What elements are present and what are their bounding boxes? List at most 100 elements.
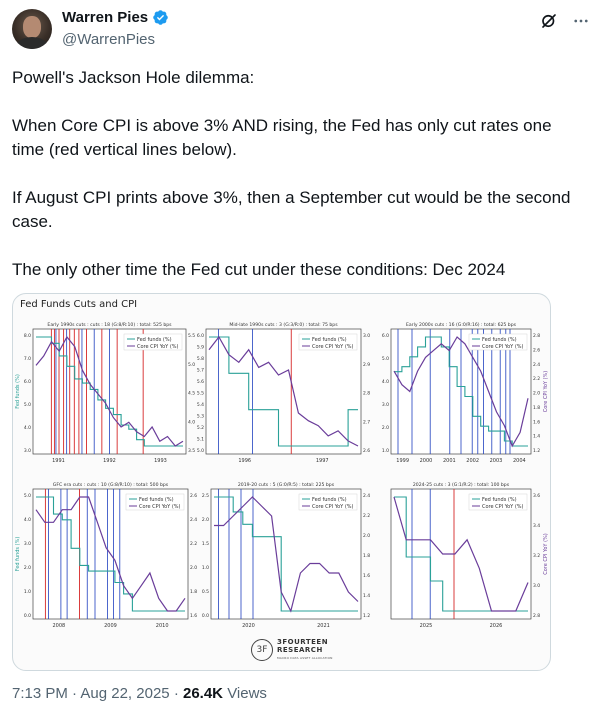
logo-mark: 3F (251, 639, 273, 661)
y-right-tick-label: 1.6 (533, 419, 540, 425)
y-left-tick-label: 0.5 (202, 589, 209, 595)
y-right-axis-label: Core CPI YoY (%) (543, 533, 549, 575)
legend-label-core-cpi: Core CPI YoY (%) (312, 504, 354, 510)
legend-label-fed-funds: Fed funds (%) (312, 337, 347, 343)
y-right-tick-label: 1.8 (190, 589, 197, 595)
legend-label-core-cpi: Core CPI YoY (%) (137, 344, 179, 350)
chart-title: Early 1990s cuts : cuts : 18 (G:8/R:10) … (47, 322, 172, 328)
chart-title: 2019-20 cuts : 5 (G:0/R:5) : total: 225 … (238, 482, 335, 488)
y-right-tick-label: 2.6 (363, 448, 370, 454)
x-tick-label: 1996 (238, 458, 251, 464)
y-right-tick-label: 2.9 (363, 362, 370, 368)
y-right-tick-label: 1.4 (363, 593, 370, 599)
y-right-tick-label: 2.2 (190, 541, 197, 547)
legend-label-core-cpi: Core CPI YoY (%) (482, 504, 524, 510)
legend-label-fed-funds: Fed funds (%) (482, 497, 517, 503)
y-left-tick-label: 3.0 (24, 541, 31, 547)
y-right-tick-label: 3.5 (188, 448, 195, 454)
y-right-tick-label: 4.5 (188, 391, 195, 397)
y-left-tick-label: 5.0 (24, 402, 31, 408)
legend-box (123, 333, 183, 351)
y-right-tick-label: 1.2 (533, 448, 540, 454)
tweet-paragraph: If August CPI prints above 3%, then a Se… (12, 188, 571, 231)
x-tick-label: 2010 (156, 623, 169, 629)
y-left-tick-label: 4.0 (382, 379, 389, 385)
meta-separator: · (173, 685, 179, 702)
figure-title: Fed Funds Cuts and CPI (20, 299, 138, 310)
series-core-cpi (393, 496, 529, 612)
series-fed-funds (36, 496, 185, 612)
y-left-tick-label: 5.8 (197, 356, 204, 362)
x-tick-label: 2021 (317, 623, 330, 629)
brand-logo: 3F 3FOURTEEN RESEARCH MACRO DATA ASSET A… (251, 638, 333, 662)
y-left-tick-label: 5.7 (197, 368, 204, 374)
grok-icon[interactable] (540, 12, 558, 30)
logo-text: 3FOURTEEN RESEARCH MACRO DATA ASSET ALLO… (277, 638, 333, 662)
y-left-tick-label: 8.0 (24, 333, 31, 339)
avatar[interactable] (12, 9, 52, 49)
logo-tagline: MACRO DATA ASSET ALLOCATION (277, 656, 333, 660)
y-right-tick-label: 1.6 (190, 613, 197, 619)
tweet-time[interactable]: 7:13 PM (12, 685, 68, 702)
more-dots-icon[interactable] (572, 12, 590, 30)
y-left-tick-label: 2.0 (24, 565, 31, 571)
series-fed-funds (214, 496, 358, 612)
y-right-tick-label: 2.8 (533, 333, 540, 339)
y-right-tick-label: 1.4 (533, 434, 540, 440)
author-name[interactable]: Warren Pies (62, 9, 149, 26)
y-right-tick-label: 2.8 (533, 613, 540, 619)
tweet-meta: 7:13 PM · Aug 22, 2025 · 26.4K Views (12, 685, 267, 702)
legend-box (468, 333, 528, 351)
series-fed-funds (394, 336, 528, 447)
y-right-tick-label: 3.0 (533, 583, 540, 589)
views-count: 26.4K (182, 685, 224, 702)
avatar-body (16, 37, 48, 49)
series-core-cpi (208, 335, 359, 447)
tweet-paragraph: Powell's Jackson Hole dilemma: (12, 68, 255, 87)
y-right-tick-label: 2.0 (363, 533, 370, 539)
y-right-tick-label: 2.2 (363, 513, 370, 519)
y-left-tick-label: 5.2 (197, 425, 204, 431)
x-tick-label: 2026 (490, 623, 503, 629)
y-left-tick-label: 5.0 (197, 448, 204, 454)
y-left-tick-label: 1.0 (382, 448, 389, 454)
y-left-tick-label: 3.0 (382, 402, 389, 408)
x-tick-label: 2008 (52, 623, 65, 629)
y-right-tick-label: 3.4 (533, 523, 540, 529)
author-handle[interactable]: @WarrenPies (62, 31, 156, 48)
y-left-tick-label: 6.0 (382, 333, 389, 339)
legend-label-fed-funds: Fed funds (%) (312, 497, 347, 503)
x-tick-label: 2001 (443, 458, 456, 464)
verified-badge-icon (153, 10, 168, 25)
y-right-tick-label: 2.4 (533, 362, 540, 368)
chart-title: GFC era cuts : cuts : 10 (G:8/R:10) : to… (53, 482, 169, 488)
tweet-actions-top (540, 12, 590, 30)
y-left-tick-label: 5.3 (197, 414, 204, 420)
x-tick-label: 2025 (420, 623, 433, 629)
y-right-tick-label: 2.4 (190, 517, 197, 523)
tweet-paragraph: When Core CPI is above 3% AND rising, th… (12, 116, 552, 159)
y-left-tick-label: 5.6 (197, 379, 204, 385)
x-tick-label: 1993 (154, 458, 167, 464)
y-left-tick-label: 2.0 (382, 425, 389, 431)
chart-title: Early 2000s cuts : 16 (G:0/R:16) : total… (406, 322, 517, 328)
series-core-cpi (35, 496, 186, 612)
x-tick-label: 2004 (513, 458, 526, 464)
y-right-tick-label: 1.6 (363, 573, 370, 579)
meta-separator: · (72, 685, 78, 702)
y-right-tick-label: 2.6 (190, 493, 197, 499)
tweet-date[interactable]: Aug 22, 2025 (80, 685, 170, 702)
y-left-tick-label: 0.0 (202, 613, 209, 619)
y-left-tick-label: 5.4 (197, 402, 204, 408)
y-left-tick-label: 6.0 (24, 379, 31, 385)
author-name-row[interactable]: Warren Pies (62, 9, 169, 26)
logo-sub: RESEARCH (277, 646, 323, 654)
y-left-tick-label: 5.5 (197, 391, 204, 397)
series-core-cpi (214, 496, 359, 613)
chart-title: 2024-25 cuts : 3 (G:1/R:2) : total: 100 … (413, 482, 510, 488)
legend-label-fed-funds: Fed funds (%) (139, 497, 174, 503)
charts-canvas: Early 1990s cuts : cuts : 18 (G:8/R:10) … (15, 322, 549, 629)
series-fed-funds (36, 336, 183, 447)
y-right-tick-label: 2.6 (533, 347, 540, 353)
tweet-media-image[interactable]: Fed Funds Cuts and CPI Early 1990s cuts … (12, 293, 551, 671)
